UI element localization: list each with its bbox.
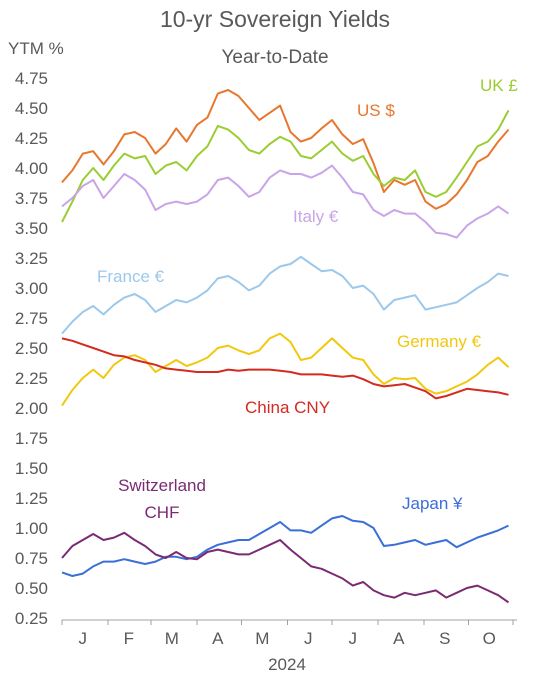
series-labels: US $ UK £ Italy € France € Germany € China CN… xyxy=(97,76,518,522)
y-axis-ticks: 0.25 0.50 0.75 1.00 1.25 1.50 1.75 2.00 2.25 2.50… xyxy=(15,69,48,628)
y-tick-label: 3.50 xyxy=(15,219,48,238)
series-line-germany xyxy=(61,332,510,407)
y-tick-label: 2.50 xyxy=(15,339,48,358)
y-tick-label: 4.25 xyxy=(15,129,48,148)
x-tick-label: J xyxy=(304,629,313,648)
x-tick-label: A xyxy=(393,629,405,648)
series-line-france xyxy=(61,255,509,335)
y-tick-label: 2.00 xyxy=(15,399,48,418)
series-line-japan xyxy=(61,515,509,577)
y-tick-label: 3.00 xyxy=(15,279,48,298)
y-tick-label: 2.75 xyxy=(15,309,48,328)
series-line-switzerland-chf xyxy=(61,531,510,604)
y-tick-label: 2.25 xyxy=(15,369,48,388)
y-tick-label: 3.25 xyxy=(15,249,48,268)
x-tick-label: J xyxy=(349,629,358,648)
y-tick-label: 3.75 xyxy=(15,189,48,208)
series-label: Switzerland xyxy=(118,476,206,495)
x-tick-label: M xyxy=(255,629,269,648)
x-tick-label: S xyxy=(439,629,450,648)
x-tick-label: A xyxy=(212,629,224,648)
y-tick-label: 1.75 xyxy=(15,429,48,448)
series-label: US $ xyxy=(357,101,395,120)
y-tick-label: 1.50 xyxy=(15,459,48,478)
x-tick-label: F xyxy=(124,629,134,648)
y-tick-label: 0.50 xyxy=(15,579,48,598)
x-tick-label: M xyxy=(165,629,179,648)
series-label: France € xyxy=(97,267,165,286)
x-tick-label: O xyxy=(483,629,496,648)
series-label: Japan ¥ xyxy=(402,494,463,513)
series-label: China CNY xyxy=(245,398,330,417)
y-tick-label: 1.00 xyxy=(15,519,48,538)
chart-subtitle: Year-to-Date xyxy=(221,47,328,68)
y-tick-label: 4.00 xyxy=(15,159,48,178)
x-tick-label: J xyxy=(79,629,88,648)
series-label: CHF xyxy=(145,503,180,522)
series-line-china-cny xyxy=(61,337,509,400)
y-tick-label: 0.25 xyxy=(15,609,48,628)
y-tick-label: 4.50 xyxy=(15,99,48,118)
series-lines xyxy=(61,89,510,604)
series-line-us xyxy=(61,89,510,210)
y-tick-label: 1.25 xyxy=(15,489,48,508)
series-label: Germany € xyxy=(397,332,482,351)
series-line-italy xyxy=(61,164,510,239)
x-axis-label: 2024 xyxy=(268,655,306,674)
y-tick-label: 0.75 xyxy=(15,549,48,568)
series-label: UK £ xyxy=(480,76,518,95)
series-label: Italy € xyxy=(293,207,339,226)
chart-title: 10-yr Sovereign Yields xyxy=(160,6,390,32)
series-line-uk xyxy=(61,109,510,223)
y-tick-label: 4.75 xyxy=(15,69,48,88)
y-axis-label: YTM % xyxy=(8,39,64,58)
